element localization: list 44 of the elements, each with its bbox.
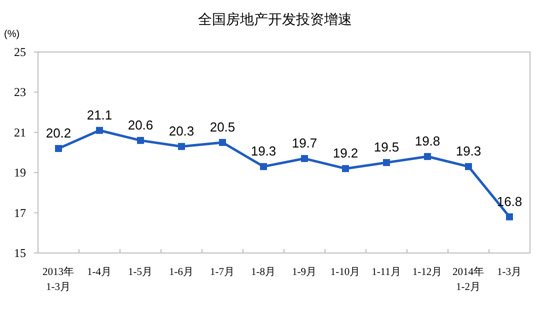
x-tick-label: 1-10月 — [330, 266, 361, 278]
y-tick-label: 15 — [14, 246, 26, 260]
chart-title: 全国房地产开发投资增速 — [198, 11, 352, 27]
point — [506, 213, 513, 220]
y-tick-label: 17 — [14, 206, 26, 220]
x-tick-label: 1-6月 — [169, 266, 194, 278]
data-label: 19.2 — [332, 146, 358, 161]
x-tick-label: 1-8月 — [251, 266, 276, 278]
data-label: 19.3 — [456, 144, 482, 159]
x-tick-label: 1-3月 — [497, 266, 522, 278]
x-tick-label: 2013年 1-3月 — [42, 266, 74, 293]
point — [424, 153, 431, 160]
data-label: 19.8 — [414, 134, 440, 149]
data-label: 19.3 — [250, 144, 276, 159]
x-tick-label: 1-9月 — [292, 266, 317, 278]
data-label: 19.5 — [374, 140, 400, 155]
point — [55, 144, 62, 152]
x-tick-label: 1-5月 — [128, 266, 153, 278]
data-label: 20.2 — [46, 125, 72, 140]
x-tick-label: 2014年 1-2月 — [452, 266, 484, 293]
y-tick-label: 21 — [14, 125, 26, 140]
point — [178, 142, 185, 150]
data-label: 20.5 — [210, 119, 236, 134]
point — [342, 165, 349, 172]
x-tick-label: 1-4月 — [87, 266, 112, 278]
data-label: 16.8 — [496, 194, 522, 209]
x-tick-label: 1-12月 — [412, 266, 443, 278]
data-label: 20.3 — [168, 123, 194, 138]
y-tick-label: 23 — [14, 85, 26, 100]
data-label: 21.1 — [86, 107, 112, 122]
data-label: 20.6 — [128, 117, 154, 132]
data-label: 19.7 — [292, 136, 318, 151]
x-tick-label: 1-11月 — [372, 266, 402, 278]
point — [465, 163, 472, 170]
point — [301, 155, 308, 162]
point — [219, 138, 226, 146]
y-axis-title: (%) — [4, 29, 20, 40]
point — [383, 159, 390, 166]
point — [260, 163, 267, 170]
x-tick-label: 1-7月 — [210, 266, 235, 278]
point — [96, 126, 103, 134]
point — [137, 136, 144, 144]
y-tick-label: 19 — [14, 166, 26, 180]
y-tick-label: 25 — [14, 45, 26, 59]
